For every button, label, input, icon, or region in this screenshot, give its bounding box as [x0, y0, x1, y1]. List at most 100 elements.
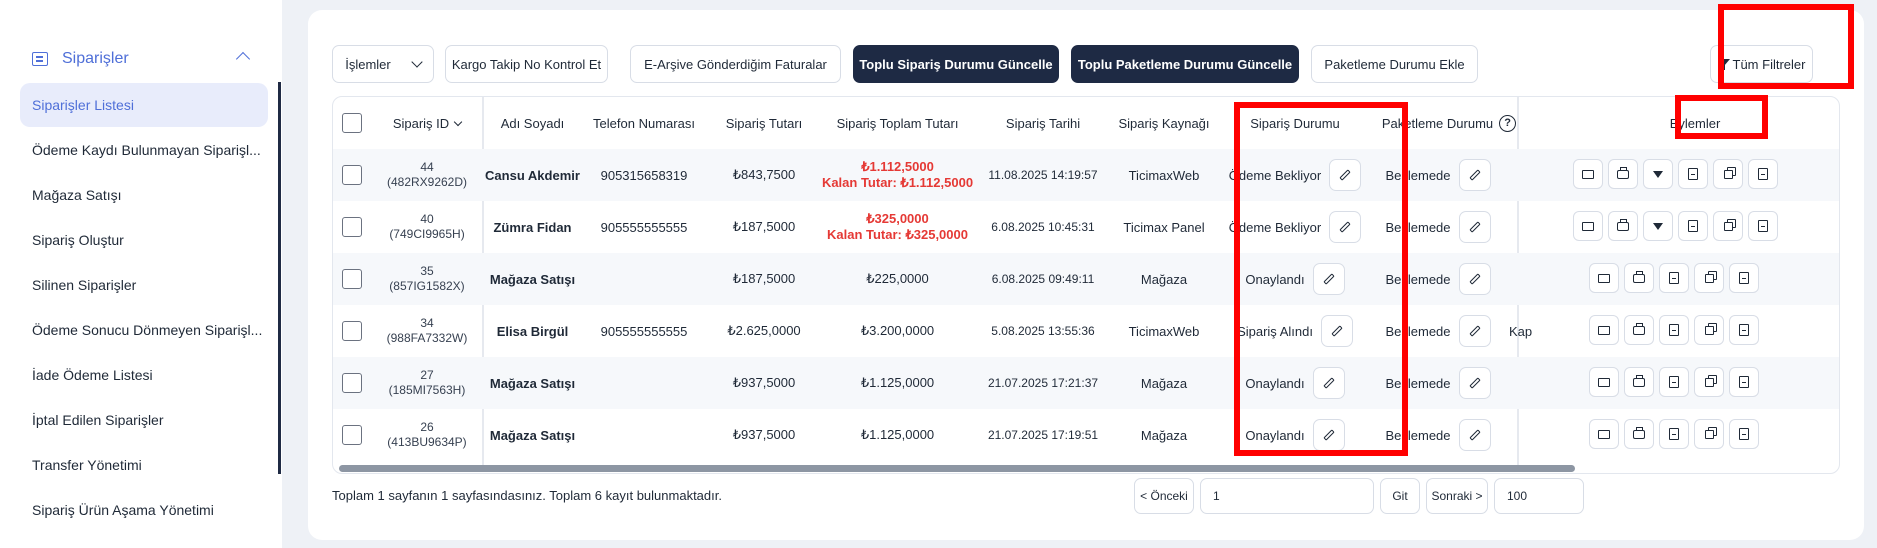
- order-id: 26: [420, 420, 434, 434]
- doc-action-button[interactable]: [1748, 159, 1778, 189]
- folder-action-button[interactable]: [1589, 263, 1619, 293]
- cargo-check-button[interactable]: Kargo Takip No Kontrol Et: [445, 45, 608, 83]
- pencil-icon: [1468, 273, 1481, 285]
- folder-action-button[interactable]: [1589, 367, 1619, 397]
- doc-action-button[interactable]: [1729, 315, 1759, 345]
- edit-packaging-button[interactable]: [1458, 367, 1491, 399]
- row-select-cell: [333, 253, 371, 305]
- header-source: Sipariş Kaynağı: [1118, 115, 1210, 131]
- page-size-select[interactable]: 100: [1494, 478, 1584, 514]
- sidebar-item-orders-list[interactable]: Siparişler Listesi: [20, 83, 268, 127]
- copy-action-button[interactable]: [1694, 315, 1724, 345]
- edit-status-button[interactable]: [1329, 159, 1362, 191]
- row-checkbox[interactable]: [342, 269, 362, 289]
- print-icon: [1633, 322, 1645, 335]
- edit-packaging-button[interactable]: [1458, 419, 1491, 451]
- add-packaging-status-button[interactable]: Paketleme Durumu Ekle: [1311, 45, 1478, 83]
- order-code: (857IG1582X): [389, 279, 465, 293]
- edit-status-button[interactable]: [1329, 211, 1362, 243]
- sidebar-section-orders[interactable]: Siparişler: [32, 48, 258, 70]
- doc-action-button[interactable]: [1659, 263, 1689, 293]
- doc-action-button[interactable]: [1729, 263, 1759, 293]
- next-page-button[interactable]: Sonraki >: [1426, 478, 1488, 514]
- row-checkbox[interactable]: [342, 165, 362, 185]
- select-all-checkbox[interactable]: [342, 113, 362, 133]
- row-checkbox[interactable]: [342, 217, 362, 237]
- copy-action-button[interactable]: [1694, 419, 1724, 449]
- copy-action-button[interactable]: [1713, 159, 1743, 189]
- doc-action-button[interactable]: [1678, 159, 1708, 189]
- sidebar-item-no-payment-orders[interactable]: Ödeme Kaydı Bulunmayan Siparişl...: [32, 142, 261, 158]
- sidebar-item-cancelled-orders[interactable]: İptal Edilen Siparişler: [32, 412, 164, 428]
- folder-action-button[interactable]: [1589, 315, 1619, 345]
- order-code: (185MI7563H): [388, 383, 466, 397]
- row-checkbox[interactable]: [342, 321, 362, 341]
- down-action-button[interactable]: [1643, 159, 1673, 189]
- sidebar-item-product-stage[interactable]: Sipariş Ürün Aşama Yönetimi: [32, 502, 214, 518]
- header-order-id[interactable]: Sipariş ID: [371, 97, 483, 149]
- go-button[interactable]: Git: [1380, 478, 1420, 514]
- sidebar-item-create-order[interactable]: Sipariş Oluştur: [32, 232, 124, 248]
- bulk-packaging-status-button[interactable]: Toplu Paketleme Durumu Güncelle: [1071, 45, 1299, 83]
- folder-action-button[interactable]: [1573, 159, 1603, 189]
- order-id-cell: 27 (185MI7563H): [371, 357, 483, 409]
- print-action-button[interactable]: [1608, 211, 1638, 241]
- sidebar: Siparişler Siparişler Listesi Ödeme Kayd…: [0, 0, 282, 548]
- bulk-order-status-button[interactable]: Toplu Sipariş Durumu Güncelle: [853, 45, 1059, 83]
- doc-action-button[interactable]: [1659, 315, 1689, 345]
- edit-packaging-button[interactable]: [1458, 211, 1491, 243]
- down-action-button[interactable]: [1643, 211, 1673, 241]
- packaging-status-cell: Beklemede: [1373, 149, 1503, 201]
- earchive-invoices-button[interactable]: E-Arşive Gönderdiğim Faturalar: [630, 45, 841, 83]
- row-checkbox[interactable]: [342, 373, 362, 393]
- sidebar-item-deleted-orders[interactable]: Silinen Siparişler: [32, 277, 137, 293]
- packaging-status: Beklemede: [1385, 427, 1451, 443]
- print-action-button[interactable]: [1624, 315, 1654, 345]
- row-checkbox[interactable]: [342, 425, 362, 445]
- edit-packaging-button[interactable]: [1458, 159, 1491, 191]
- edit-status-button[interactable]: [1312, 367, 1345, 399]
- order-status-cell: Onaylandı: [1217, 357, 1373, 409]
- pencil-icon: [1468, 169, 1481, 181]
- sidebar-item-no-payment-result[interactable]: Ödeme Sonucu Dönmeyen Siparişl...: [32, 322, 263, 338]
- sidebar-item-refund-list[interactable]: İade Ödeme Listesi: [32, 367, 153, 383]
- pagination-summary: Toplam 1 sayfanın 1 sayfasındasınız. Top…: [332, 488, 722, 503]
- document-icon: [1669, 324, 1679, 336]
- folder-action-button[interactable]: [1573, 211, 1603, 241]
- sidebar-scrollbar[interactable]: [278, 82, 281, 474]
- order-total: ₺3.200,0000: [860, 323, 935, 338]
- page-number-input[interactable]: [1200, 478, 1374, 514]
- edit-packaging-button[interactable]: [1458, 263, 1491, 295]
- order-id: 44: [420, 160, 434, 174]
- print-action-button[interactable]: [1624, 419, 1654, 449]
- edit-packaging-button[interactable]: [1458, 315, 1491, 347]
- edit-status-button[interactable]: [1312, 419, 1345, 451]
- row-select-cell: [333, 357, 371, 409]
- doc-action-button[interactable]: [1659, 367, 1689, 397]
- sidebar-item-store-sales[interactable]: Mağaza Satışı: [32, 187, 122, 203]
- doc-action-button[interactable]: [1678, 211, 1708, 241]
- edit-status-button[interactable]: [1312, 263, 1345, 295]
- print-action-button[interactable]: [1624, 367, 1654, 397]
- help-icon[interactable]: ?: [1499, 114, 1517, 132]
- folder-icon: [1582, 221, 1594, 231]
- doc-action-button[interactable]: [1748, 211, 1778, 241]
- copy-action-button[interactable]: [1694, 367, 1724, 397]
- copy-action-button[interactable]: [1694, 263, 1724, 293]
- doc-action-button[interactable]: [1729, 419, 1759, 449]
- print-action-button[interactable]: [1608, 159, 1638, 189]
- horizontal-scrollbar[interactable]: [339, 465, 1575, 472]
- phone-number: [580, 253, 708, 305]
- copy-action-button[interactable]: [1713, 211, 1743, 241]
- folder-action-button[interactable]: [1589, 419, 1619, 449]
- order-status: Onaylandı: [1245, 271, 1305, 287]
- edit-status-button[interactable]: [1320, 315, 1353, 347]
- sidebar-item-transfer[interactable]: Transfer Yönetimi: [32, 457, 142, 473]
- actions-select[interactable]: İşlemler: [332, 45, 434, 83]
- doc-action-button[interactable]: [1659, 419, 1689, 449]
- print-action-button[interactable]: [1624, 263, 1654, 293]
- doc-action-button[interactable]: [1729, 367, 1759, 397]
- copy-icon: [1704, 325, 1714, 335]
- prev-page-button[interactable]: < Önceki: [1134, 478, 1194, 514]
- copy-icon: [1704, 377, 1714, 387]
